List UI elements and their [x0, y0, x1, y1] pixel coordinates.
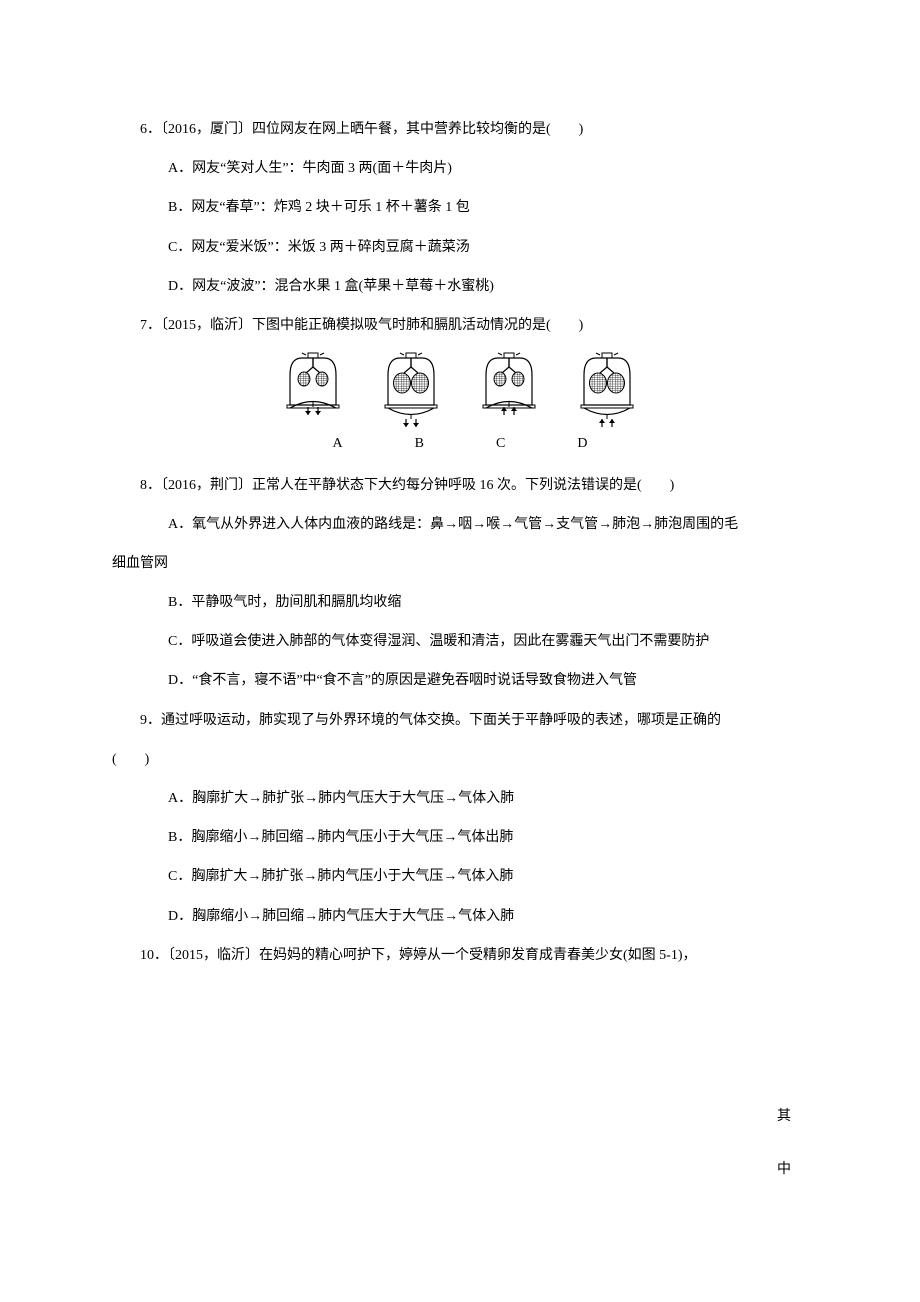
q8-option-c: C．呼吸道会使进入肺部的气体变得湿润、温暖和清洁，因此在雾霾天气出门不需要防护: [112, 622, 808, 661]
side-char-1: 其: [776, 1090, 792, 1143]
q6-option-c: C．网友“爱米饭”：米饭 3 两＋碎肉豆腐＋蔬菜汤: [112, 228, 808, 267]
q7-diagram-c: [478, 351, 540, 429]
q8-stem: 8．〔2016，荆门〕正常人在平静状态下大约每分钟呼吸 16 次。下列说法错误的…: [112, 466, 808, 505]
q7-label-b: B: [415, 433, 424, 455]
q6-stem: 6．〔2016，厦门〕四位网友在网上晒午餐，其中营养比较均衡的是( ): [112, 110, 808, 149]
q9-option-c: C．胸廓扩大→肺扩张→肺内气压小于大气压→气体入肺: [112, 857, 808, 896]
q6-option-d: D．网友“波波”：混合水果 1 盒(苹果＋草莓＋水蜜桃): [112, 267, 808, 306]
side-column: 其 中: [776, 1090, 792, 1196]
q9-stem-line2: ( ): [112, 740, 808, 779]
q8-option-d: D．“食不言，寝不语”中“食不言”的原因是避免吞咽时说话导致食物进入气管: [112, 661, 808, 700]
q7-figure-row: [112, 351, 808, 429]
q7-label-a: A: [333, 433, 343, 455]
q8-option-a-line1: A．氧气从外界进入人体内血液的路线是：鼻→咽→喉→气管→支气管→肺泡→肺泡周围的…: [112, 505, 808, 544]
q9-option-b: B．胸廓缩小→肺回缩→肺内气压小于大气压→气体出肺: [112, 818, 808, 857]
q7-label-d: D: [577, 433, 587, 455]
q8-option-b: B．平静吸气时，肋间肌和膈肌均收缩: [112, 583, 808, 622]
exam-page: 6．〔2016，厦门〕四位网友在网上晒午餐，其中营养比较均衡的是( ) A．网友…: [0, 0, 920, 1035]
q9-option-a: A．胸廓扩大→肺扩张→肺内气压大于大气压→气体入肺: [112, 779, 808, 818]
q9-stem-line1: 9．通过呼吸运动，肺实现了与外界环境的气体交换。下面关于平静呼吸的表述，哪项是正…: [112, 701, 808, 740]
q8-option-a-line2: 细血管网: [112, 544, 808, 583]
q10-stem: 10．〔2015，临沂〕在妈妈的精心呵护下，婷婷从一个受精卵发育成青春美少女(如…: [112, 936, 808, 975]
q7-diagram-a: [282, 351, 344, 429]
q7-stem: 7．〔2015，临沂〕下图中能正确模拟吸气时肺和膈肌活动情况的是( ): [112, 306, 808, 345]
side-char-2: 中: [776, 1143, 792, 1196]
q7-label-row: A B C D: [112, 433, 808, 455]
q9-option-d: D．胸廓缩小→肺回缩→肺内气压大于大气压→气体入肺: [112, 897, 808, 936]
q7-diagram-b: [380, 351, 442, 429]
q6-option-b: B．网友“春草”：炸鸡 2 块＋可乐 1 杯＋薯条 1 包: [112, 188, 808, 227]
q7-diagram-d: [576, 351, 638, 429]
q6-option-a: A．网友“笑对人生”：牛肉面 3 两(面＋牛肉片): [112, 149, 808, 188]
q7-label-c: C: [496, 433, 505, 455]
